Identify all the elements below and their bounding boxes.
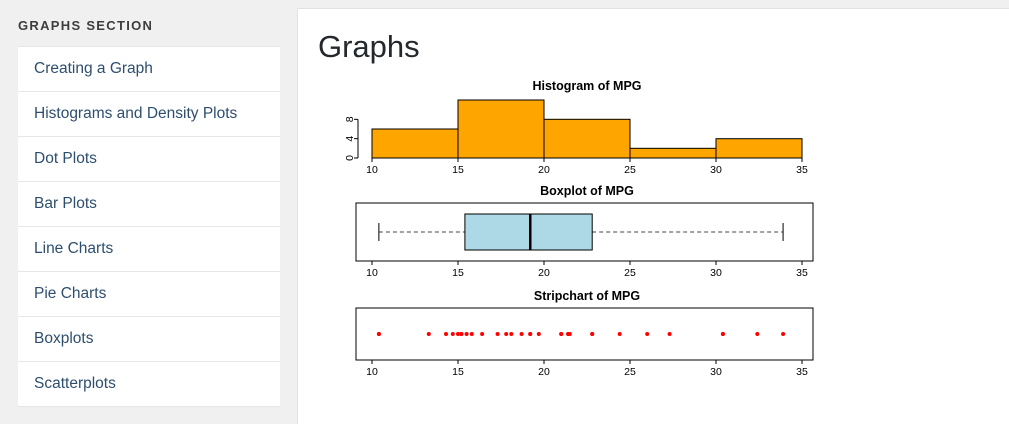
- histogram-y-tick-label: 0: [344, 155, 356, 161]
- stripchart-point: [444, 332, 448, 336]
- boxplot-x-tick-label: 20: [538, 267, 550, 279]
- stripchart-point: [528, 332, 533, 336]
- stripchart-point: [559, 332, 564, 336]
- stripchart-point: [456, 332, 460, 336]
- histogram-x-tick-label: 10: [366, 164, 378, 176]
- stripchart-point: [617, 332, 622, 336]
- sidebar-item-label: Bar Plots: [34, 195, 97, 212]
- stripchart-point: [376, 332, 381, 336]
- stripchart-point: [720, 332, 725, 336]
- histogram-bar: [543, 118, 631, 159]
- histogram-x-tick-label: 20: [538, 164, 550, 176]
- stripchart-point: [450, 332, 455, 336]
- stripchart-x-tick-label: 20: [538, 366, 550, 378]
- stripchart-point: [469, 332, 474, 336]
- page-title: Graphs: [318, 29, 420, 64]
- stripchart-x-tick-label: 25: [624, 366, 636, 378]
- sidebar-item-label: Boxplots: [34, 330, 94, 347]
- sidebar-item-histograms-and-density-plots[interactable]: Histograms and Density Plots: [18, 92, 280, 137]
- stripchart-point: [504, 332, 509, 336]
- sidebar-section-title: GRAPHS SECTION: [18, 18, 154, 33]
- histogram-x-tick-label: 35: [796, 164, 808, 176]
- histogram-bar: [715, 138, 803, 159]
- stripchart-title: Stripchart of MPG: [534, 289, 640, 303]
- stripchart-point: [755, 332, 760, 336]
- histogram-title: Histogram of MPG: [532, 79, 641, 93]
- sidebar-item-label: Histograms and Density Plots: [34, 105, 238, 122]
- histogram-x-tick-label: 15: [452, 164, 464, 176]
- sidebar-item-dot-plots[interactable]: Dot Plots: [18, 137, 280, 182]
- stripchart-point: [495, 332, 500, 336]
- stripchart-point: [480, 332, 485, 336]
- histogram-x-tick-label: 25: [624, 164, 636, 176]
- boxplot-box: [464, 213, 593, 251]
- stripchart-point: [459, 332, 464, 336]
- stripchart-point: [536, 332, 541, 336]
- histogram-bar: [457, 99, 545, 159]
- stripchart-x-tick-label: 30: [710, 366, 722, 378]
- main-content: Graphs Histogram of MPG 10 15 20 25 30 35 0 4 8 B…: [297, 8, 1009, 424]
- histogram-y-tick-label: 4: [344, 136, 356, 142]
- sidebar-menu: Creating a Graph Histograms and Density P…: [18, 46, 280, 407]
- stripchart-point: [464, 332, 469, 336]
- sidebar-item-boxplots[interactable]: Boxplots: [18, 317, 280, 362]
- histogram-of-mpg-chart: Histogram of MPG 10 15 20 25 30 35 0 4 8: [344, 79, 808, 176]
- stripchart-x-tick-label: 10: [366, 366, 378, 378]
- stripchart-point: [426, 332, 431, 336]
- stripchart-point: [645, 332, 650, 336]
- sidebar-item-bar-plots[interactable]: Bar Plots: [18, 182, 280, 227]
- sidebar-item-creating-a-graph[interactable]: Creating a Graph: [18, 47, 280, 92]
- sidebar-item-line-charts[interactable]: Line Charts: [18, 227, 280, 272]
- sidebar: GRAPHS SECTION Creating a Graph Histogram…: [0, 0, 297, 424]
- stripchart-point: [781, 332, 786, 336]
- stripchart-point: [519, 332, 524, 336]
- stripchart-point: [667, 332, 672, 336]
- histogram-y-tick-label: 8: [344, 116, 356, 122]
- charts-area: Histogram of MPG 10 15 20 25 30 35 0 4 8 Boxplot …: [342, 78, 1009, 380]
- boxplot-x-tick-label: 15: [452, 267, 464, 279]
- histogram-bar: [629, 147, 717, 159]
- sidebar-item-label: Line Charts: [34, 240, 114, 257]
- stripchart-x-tick-label: 35: [796, 366, 808, 378]
- boxplot-x-tick-label: 25: [624, 267, 636, 279]
- sidebar-item-label: Creating a Graph: [34, 60, 153, 77]
- stripchart-point: [590, 332, 595, 336]
- sidebar-item-label: Pie Charts: [34, 285, 107, 302]
- boxplot-x-tick-label: 35: [796, 267, 808, 279]
- histogram-x-tick-label: 30: [710, 164, 722, 176]
- boxplot-x-tick-label: 10: [366, 267, 378, 279]
- boxplot-x-tick-label: 30: [710, 267, 722, 279]
- boxplot-title: Boxplot of MPG: [540, 184, 634, 198]
- sidebar-item-label: Scatterplots: [34, 375, 116, 392]
- sidebar-item-pie-charts[interactable]: Pie Charts: [18, 272, 280, 317]
- stripchart-point: [566, 332, 571, 336]
- stripchart-of-mpg-chart: Stripchart of MPG 10 15 20 25 30 35: [355, 289, 814, 378]
- stripchart-frame: [355, 307, 814, 361]
- sidebar-item-scatterplots[interactable]: Scatterplots: [18, 362, 280, 407]
- sidebar-item-label: Dot Plots: [34, 150, 97, 167]
- stripchart-x-tick-label: 15: [452, 366, 464, 378]
- boxplot-of-mpg-chart: Boxplot of MPG 10 15 20 25 30 35: [355, 184, 814, 279]
- histogram-bar: [371, 128, 459, 159]
- stripchart-point: [509, 332, 514, 336]
